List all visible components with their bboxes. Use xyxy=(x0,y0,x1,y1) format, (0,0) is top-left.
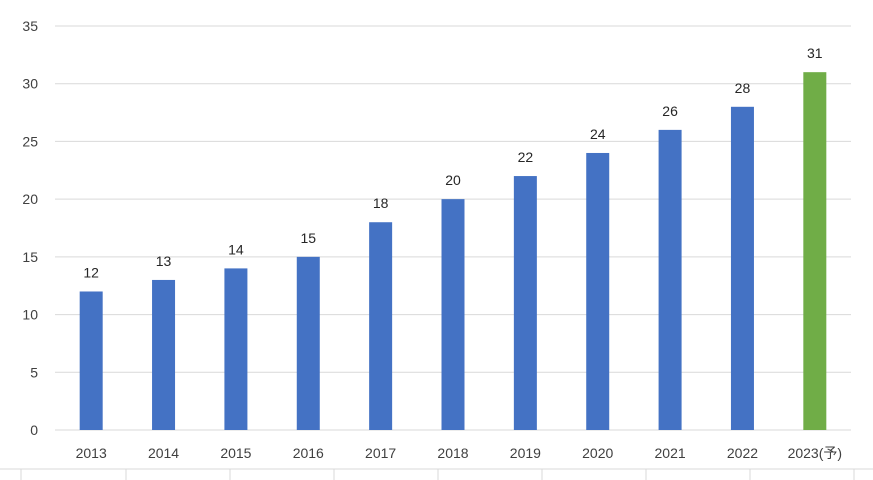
bar xyxy=(224,268,248,430)
data-label: 13 xyxy=(156,253,172,269)
bar xyxy=(152,279,176,430)
bar xyxy=(803,72,827,431)
bar xyxy=(369,222,393,430)
bars xyxy=(79,72,827,431)
x-tick-label: 2021 xyxy=(655,445,686,461)
bar xyxy=(513,176,537,430)
bar xyxy=(730,106,754,431)
x-tick-label: 2018 xyxy=(437,445,468,461)
x-tick-label: 2015 xyxy=(220,445,251,461)
data-label: 15 xyxy=(300,230,316,246)
data-label: 22 xyxy=(518,149,534,165)
y-tick-label: 10 xyxy=(22,307,38,323)
x-tick-label: 2019 xyxy=(510,445,541,461)
data-label: 12 xyxy=(83,264,99,280)
y-tick-label: 35 xyxy=(22,18,38,34)
bar xyxy=(658,129,682,430)
data-label: 31 xyxy=(807,45,823,61)
y-tick-label: 0 xyxy=(30,422,38,438)
x-tick-label: 2023(予) xyxy=(788,445,842,461)
y-tick-label: 25 xyxy=(22,133,38,149)
y-tick-label: 15 xyxy=(22,249,38,265)
y-tick-label: 20 xyxy=(22,191,38,207)
y-tick-label: 5 xyxy=(30,364,38,380)
bar xyxy=(79,291,103,430)
data-label: 14 xyxy=(228,241,244,257)
data-label: 18 xyxy=(373,195,389,211)
bar xyxy=(441,199,465,430)
x-tick-label: 2020 xyxy=(582,445,613,461)
x-tick-label: 2016 xyxy=(293,445,324,461)
data-label: 24 xyxy=(590,126,606,142)
data-label: 28 xyxy=(735,80,751,96)
x-tick-label: 2013 xyxy=(76,445,107,461)
x-axis: 2013 2014 2015 2016 2017 2018 2019 2020 2021 2022… xyxy=(76,445,842,461)
sheet-gridlines xyxy=(0,468,873,480)
y-tick-label: 30 xyxy=(22,76,38,92)
data-label: 20 xyxy=(445,172,461,188)
y-axis: 0 5 10 15 20 25 30 35 xyxy=(22,18,38,438)
x-tick-label: 2022 xyxy=(727,445,758,461)
bar xyxy=(586,152,610,430)
x-tick-label: 2014 xyxy=(148,445,179,461)
bar xyxy=(296,256,320,430)
x-tick-label: 2017 xyxy=(365,445,396,461)
data-labels: 12 13 14 15 18 20 22 24 26 28 31 xyxy=(83,45,822,280)
data-label: 26 xyxy=(662,103,678,119)
